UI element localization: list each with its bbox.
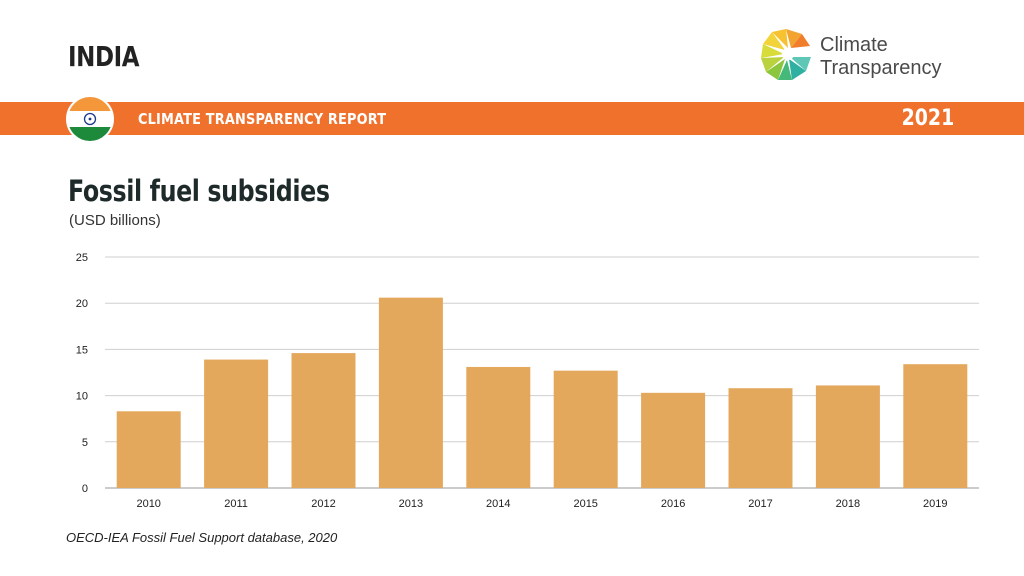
bar-2019 [903,364,968,488]
bar-2015 [553,370,618,488]
logo-wordmark: Climate Transparency [820,34,942,80]
x-tick-label: 2015 [573,498,597,510]
chart-bars [116,297,968,488]
y-tick-label: 10 [76,391,88,403]
x-tick-label: 2012 [311,498,335,510]
x-tick-label: 2010 [136,498,160,510]
logo-line-transparency: Transparency [820,57,942,79]
bar-2011 [204,359,269,488]
y-tick-label: 0 [82,483,88,495]
climate-transparency-logo: Climate Transparency [758,26,968,84]
x-tick-label: 2019 [923,498,947,510]
x-tick-label: 2014 [486,498,510,510]
bar-2017 [728,388,793,488]
report-banner: CLIMATE TRANSPARENCY REPORT 2021 [0,102,1024,135]
chart-unit-label: (USD billions) [69,212,161,229]
country-name: INDIA [68,40,140,73]
bar-2018 [815,385,880,488]
y-axis-ticks: 0 5 10 15 20 25 [76,252,88,495]
bar-2010 [116,411,181,488]
y-tick-label: 20 [76,298,88,310]
x-tick-label: 2018 [836,498,860,510]
bar-2012 [291,353,356,488]
chart-title: Fossil fuel subsidies [68,174,330,208]
climate-transparency-logo-icon [761,29,811,80]
bar-2016 [641,392,706,488]
y-tick-label: 5 [82,437,88,449]
india-flag-icon [66,95,114,143]
logo-line-climate: Climate [820,34,888,56]
x-tick-label: 2017 [748,498,772,510]
bar-2013 [378,297,443,488]
bar-2014 [466,366,531,488]
y-tick-label: 15 [76,344,88,356]
source-note: OECD-IEA Fossil Fuel Support database, 2… [66,530,338,545]
report-title: CLIMATE TRANSPARENCY REPORT [138,110,387,128]
x-tick-label: 2013 [399,498,423,510]
report-year: 2021 [901,106,954,131]
y-tick-label: 25 [76,252,88,264]
x-tick-label: 2011 [224,498,248,510]
x-axis-ticks: 2010 2011 2012 2013 2014 2015 2016 2017 2018 2019 [136,498,947,510]
x-tick-label: 2016 [661,498,685,510]
